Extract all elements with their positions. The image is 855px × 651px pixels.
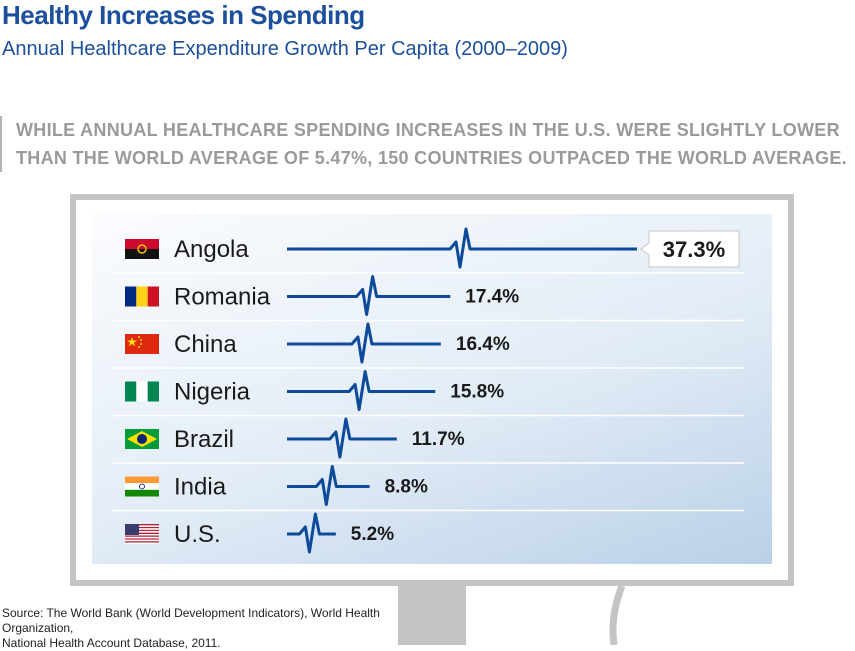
page-subtitle: Annual Healthcare Expenditure Growth Per…	[2, 38, 568, 60]
country-label: India	[174, 474, 227, 501]
value-label: 11.7%	[412, 429, 465, 450]
nigeria-flag-icon	[125, 381, 159, 402]
callout-line-2: THAN THE WORLD AVERAGE OF 5.47%, 150 COU…	[16, 148, 847, 168]
value-label: 37.3%	[663, 237, 725, 262]
spending-chart: Angola 37.3% Romania 17.4% China 16.4% Nigeria…	[112, 227, 744, 554]
growth-line-mark	[287, 322, 441, 364]
callout-line-1: WHILE ANNUAL HEALTHCARE SPENDING INCREAS…	[16, 120, 840, 140]
us-flag-icon	[125, 524, 159, 544]
india-flag-icon	[125, 476, 159, 497]
value-label: 8.8%	[385, 477, 428, 498]
country-label: Romania	[174, 284, 271, 311]
growth-line-mark	[287, 417, 397, 459]
monitor-stand-curve	[609, 586, 626, 645]
country-label: Nigeria	[174, 379, 251, 406]
growth-line-mark	[287, 275, 451, 316]
callout-quote: WHILE ANNUAL HEALTHCARE SPENDING INCREAS…	[0, 116, 855, 172]
country-label: China	[174, 331, 237, 358]
country-label: Angola	[174, 236, 249, 263]
romania-flag-icon	[125, 286, 159, 307]
highlight-callout-box	[640, 230, 740, 268]
growth-line-mark	[287, 465, 370, 506]
brazil-flag-icon	[125, 429, 159, 449]
source-line-1: Source: The World Bank (World Developmen…	[2, 606, 380, 635]
growth-line-mark	[287, 227, 637, 269]
value-label: 16.4%	[456, 334, 510, 355]
country-label: Brazil	[174, 426, 234, 453]
country-label: U.S.	[174, 521, 221, 548]
source-line-2: National Health Account Database, 2011.	[2, 636, 221, 650]
growth-line-mark	[287, 512, 336, 554]
value-label: 15.8%	[450, 382, 504, 403]
value-label: 17.4%	[465, 287, 519, 308]
source-note: Source: The World Bank (World Developmen…	[2, 606, 402, 651]
value-label: 5.2%	[351, 524, 394, 545]
growth-line-mark	[287, 370, 436, 411]
angola-flag-icon	[125, 239, 159, 259]
china-flag-icon	[125, 334, 159, 354]
page-title: Healthy Increases in Spending	[2, 0, 365, 30]
monitor-stand	[398, 586, 466, 645]
